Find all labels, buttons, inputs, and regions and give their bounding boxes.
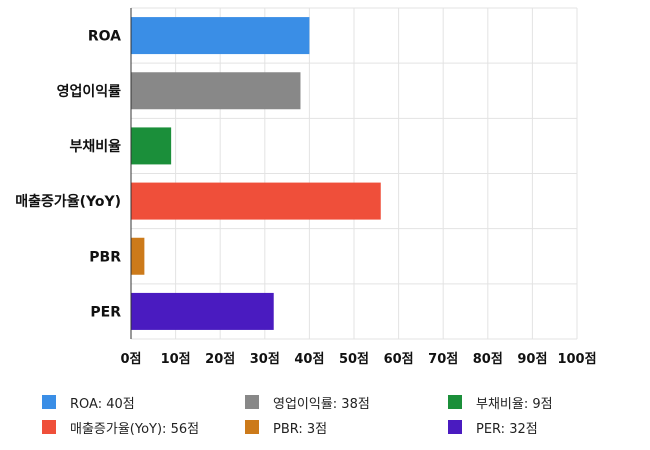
x-tick-label: 50점 (339, 352, 369, 367)
legend-label-per: PER: 32점 (476, 421, 538, 437)
legend-swatch-debt-ratio (448, 395, 462, 409)
x-tick-label: 100점 (557, 352, 596, 367)
legend-item-operating-margin: 영업이익률: 38점 (245, 391, 370, 413)
x-tick-label: 30점 (250, 352, 280, 367)
x-tick-label: 20점 (205, 352, 235, 367)
legend-label-pbr: PBR: 3점 (273, 421, 328, 437)
legend-item-sales-growth: 매출증가율(YoY): 56점 (42, 416, 199, 438)
legend-label-roa: ROA: 40점 (70, 396, 135, 412)
x-tick-label: 80점 (473, 352, 503, 367)
category-label: PBR (89, 249, 121, 265)
legend-swatch-pbr (245, 420, 259, 434)
bar (131, 237, 145, 275)
x-tick-label: 70점 (428, 352, 458, 367)
bar (131, 17, 310, 55)
legend-label-sales-growth: 매출증가율(YoY): 56점 (70, 421, 200, 437)
category-label: ROA (88, 29, 121, 45)
legend-item-debt-ratio: 부채비율: 9점 (448, 391, 553, 413)
bar (131, 72, 301, 110)
category-label: 매출증가율(YoY) (15, 193, 121, 210)
legend-swatch-operating-margin (245, 395, 259, 409)
legend-swatch-sales-growth (42, 420, 56, 434)
x-tick-label: 0점 (120, 352, 141, 367)
category-label: PER (90, 304, 121, 320)
legend-item-roa: ROA: 40점 (42, 391, 135, 413)
bar (131, 292, 274, 330)
x-tick-label: 90점 (517, 352, 547, 367)
category-label: 부채비율 (69, 138, 121, 155)
bar (131, 127, 172, 165)
x-tick-label: 60점 (384, 352, 414, 367)
legend-swatch-per (448, 420, 462, 434)
legend-item-per: PER: 32점 (448, 416, 538, 438)
category-label: 영업이익률 (57, 83, 122, 100)
bar (131, 182, 381, 220)
legend-swatch-roa (42, 395, 56, 409)
x-tick-label: 10점 (161, 352, 191, 367)
legend: ROA: 40점 영업이익률: 38점 부채비율: 9점 매출증가율(YoY):… (0, 385, 650, 445)
legend-label-debt-ratio: 부채비율: 9점 (476, 396, 553, 412)
legend-item-pbr: PBR: 3점 (245, 416, 327, 438)
x-tick-label: 40점 (294, 352, 324, 367)
legend-label-operating-margin: 영업이익률: 38점 (273, 396, 370, 412)
